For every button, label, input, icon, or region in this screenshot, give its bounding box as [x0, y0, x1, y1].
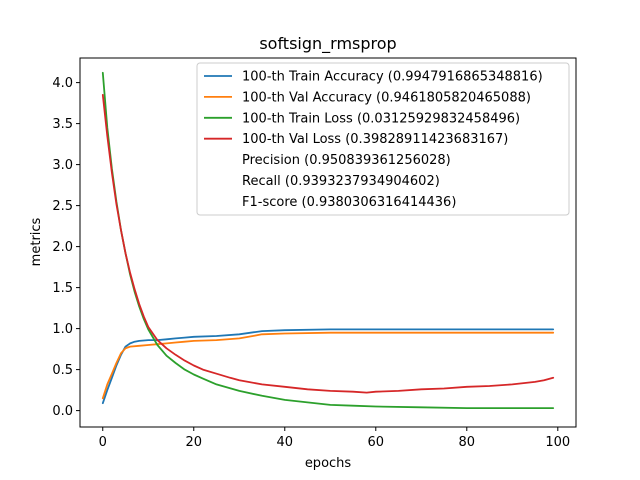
x-tick-label: 100	[545, 435, 570, 450]
y-tick-label: 0.5	[52, 363, 73, 378]
x-tick-label: 80	[459, 435, 476, 450]
series-line-3	[101, 94, 555, 394]
y-tick-label: 0.0	[52, 404, 73, 419]
legend-label-3: 100-th Val Loss (0.39828911423683167)	[242, 132, 508, 147]
legend-label-2: 100-th Train Loss (0.03125929832458496)	[242, 111, 520, 126]
legend-label-6: F1-score (0.9380306316414436)	[242, 195, 456, 210]
legend-label-5: Recall (0.9393237934904602)	[242, 174, 440, 189]
x-tick-label: 60	[368, 435, 385, 450]
y-tick-label: 4.0	[52, 76, 73, 91]
y-tick-label: 2.0	[52, 240, 73, 255]
chart-title: softsign_rmsprop	[259, 34, 396, 54]
y-axis-label: metrics	[29, 217, 44, 266]
y-tick-label: 3.0	[52, 158, 73, 173]
legend-label-4: Precision (0.950839361256028)	[242, 153, 451, 168]
x-tick-label: 20	[185, 435, 202, 450]
legend: 100-th Train Accuracy (0.994791686534881…	[196, 62, 570, 216]
series-line-1	[101, 331, 555, 400]
y-tick-label: 2.5	[52, 199, 73, 214]
y-tick-label: 3.5	[52, 117, 73, 132]
x-axis-label: epochs	[305, 456, 352, 471]
plot-frame	[79, 57, 577, 428]
legend-box	[196, 62, 570, 216]
x-axis: 0 20 40 60 80 100	[99, 427, 570, 450]
y-tick-label: 1.5	[52, 281, 73, 296]
legend-label-0: 100-th Train Accuracy (0.994791686534881…	[242, 70, 543, 85]
legend-label-1: 100-th Val Accuracy (0.9461805820465088)	[242, 90, 531, 105]
x-tick-label: 40	[276, 435, 293, 450]
y-axis: 0.0 0.5 1.0 1.5 2.0 2.5 3.0 3.5 4.0	[52, 76, 80, 419]
x-tick-label: 0	[99, 435, 107, 450]
series-layer	[101, 71, 555, 410]
y-tick-label: 1.0	[52, 322, 73, 337]
